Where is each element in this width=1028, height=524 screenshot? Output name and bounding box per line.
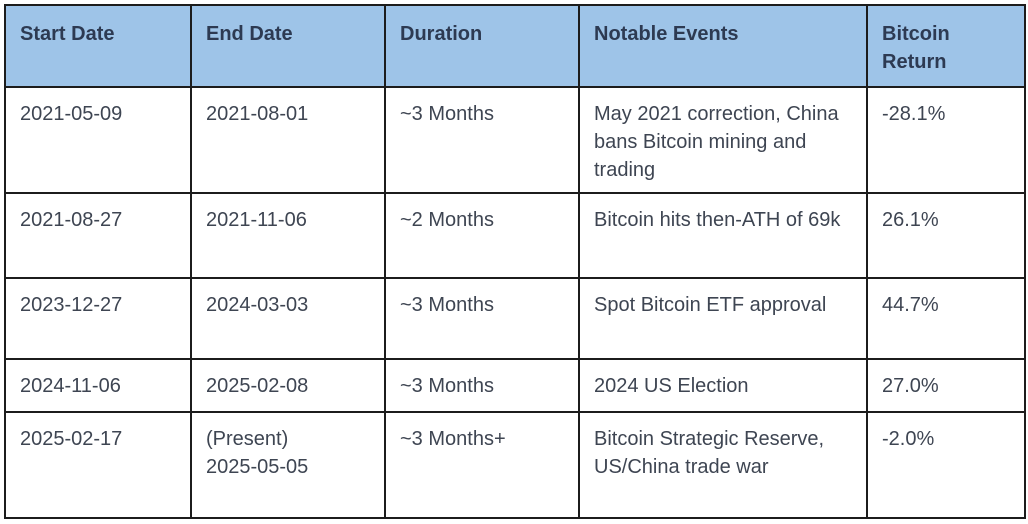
cell-end-date: 2021-08-01 <box>190 86 386 194</box>
header-cell-duration: Duration <box>384 4 580 88</box>
cell-start-date: 2023-12-27 <box>4 277 192 360</box>
header-cell-bitcoin-return: Bitcoin Return <box>866 4 1026 88</box>
cell-end-date: 2025-02-08 <box>190 358 386 413</box>
cell-duration: ~3 Months <box>384 86 580 194</box>
table-row: 2024-11-06 2025-02-08 ~3 Months 2024 US … <box>4 358 1026 413</box>
cell-duration: ~2 Months <box>384 192 580 279</box>
cell-duration: ~3 Months <box>384 277 580 360</box>
header-cell-end-date: End Date <box>190 4 386 88</box>
cell-notable-events: Bitcoin hits then-ATH of 69k <box>578 192 868 279</box>
cell-bitcoin-return: -28.1% <box>866 86 1026 194</box>
header-cell-start-date: Start Date <box>4 4 192 88</box>
table-row: 2021-08-27 2021-11-06 ~2 Months Bitcoin … <box>4 192 1026 279</box>
cell-end-date: 2021-11-06 <box>190 192 386 279</box>
cell-duration: ~3 Months <box>384 358 580 413</box>
cell-end-date: (Present) 2025-05-05 <box>190 411 386 519</box>
bitcoin-cycles-table: Start Date End Date Duration Notable Eve… <box>4 4 1026 519</box>
table-row: 2023-12-27 2024-03-03 ~3 Months Spot Bit… <box>4 277 1026 360</box>
cell-bitcoin-return: 44.7% <box>866 277 1026 360</box>
cell-start-date: 2024-11-06 <box>4 358 192 413</box>
cell-bitcoin-return: 26.1% <box>866 192 1026 279</box>
cell-end-date: 2024-03-03 <box>190 277 386 360</box>
table-row: 2025-02-17 (Present) 2025-05-05 ~3 Month… <box>4 411 1026 519</box>
cell-notable-events: Spot Bitcoin ETF approval <box>578 277 868 360</box>
cell-start-date: 2021-08-27 <box>4 192 192 279</box>
cell-notable-events: 2024 US Election <box>578 358 868 413</box>
table-row: 2021-05-09 2021-08-01 ~3 Months May 2021… <box>4 86 1026 194</box>
cell-bitcoin-return: 27.0% <box>866 358 1026 413</box>
header-cell-notable-events: Notable Events <box>578 4 868 88</box>
cell-bitcoin-return: -2.0% <box>866 411 1026 519</box>
cell-notable-events: Bitcoin Strategic Reserve, US/China trad… <box>578 411 868 519</box>
cell-start-date: 2021-05-09 <box>4 86 192 194</box>
cell-start-date: 2025-02-17 <box>4 411 192 519</box>
header-row: Start Date End Date Duration Notable Eve… <box>4 4 1026 88</box>
cell-notable-events: May 2021 correction, China bans Bitcoin … <box>578 86 868 194</box>
cell-duration: ~3 Months+ <box>384 411 580 519</box>
